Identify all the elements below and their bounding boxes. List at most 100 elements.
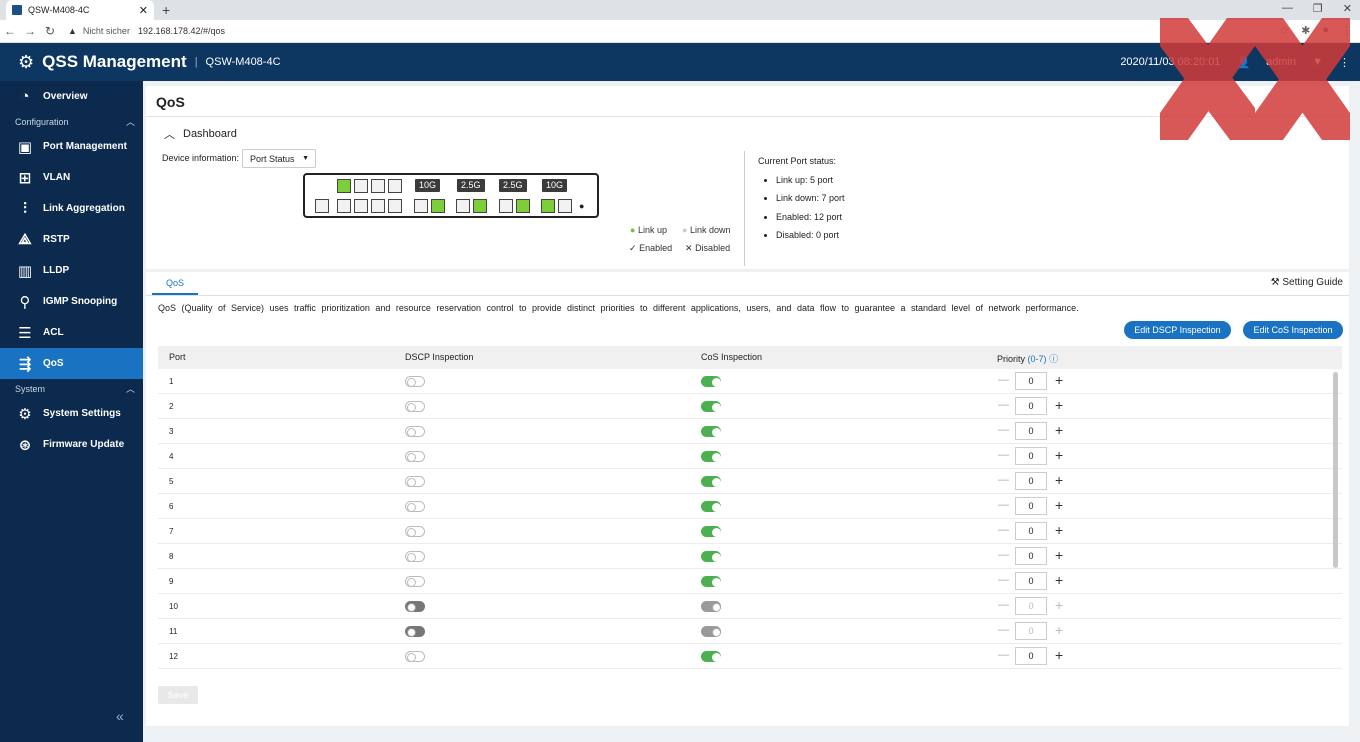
port-icon[interactable]: [388, 199, 402, 213]
edit-dscp-button[interactable]: Edit DSCP Inspection: [1124, 321, 1231, 339]
port-icon[interactable]: [541, 199, 555, 213]
dscp-toggle[interactable]: [405, 426, 425, 437]
cos-toggle[interactable]: [701, 426, 721, 437]
sidebar-item-igmp-snooping[interactable]: ⚲ IGMP Snooping: [0, 286, 143, 317]
port-icon[interactable]: [414, 199, 428, 213]
port-icon[interactable]: [337, 199, 351, 213]
dscp-toggle[interactable]: [405, 476, 425, 487]
reload-icon[interactable]: ↻: [44, 24, 56, 38]
priority-input[interactable]: 0: [1015, 572, 1047, 590]
increment-icon[interactable]: +: [1055, 472, 1064, 488]
back-icon[interactable]: ←: [4, 24, 16, 38]
menu-icon[interactable]: ⋮: [1341, 25, 1352, 37]
cos-toggle[interactable]: [701, 551, 721, 562]
info-icon[interactable]: ⓘ: [1049, 354, 1059, 364]
port-icon[interactable]: [473, 199, 487, 213]
edit-cos-button[interactable]: Edit CoS Inspection: [1243, 321, 1343, 339]
collapse-sidebar-icon[interactable]: «: [116, 708, 124, 724]
forward-icon[interactable]: →: [24, 24, 36, 38]
increment-icon[interactable]: +: [1055, 647, 1064, 663]
priority-input[interactable]: 0: [1015, 447, 1047, 465]
port-icon[interactable]: [337, 179, 351, 193]
priority-input[interactable]: 0: [1015, 472, 1047, 490]
extension-icon[interactable]: ✱: [1301, 25, 1311, 37]
sidebar-group-system[interactable]: System ︿: [0, 379, 143, 398]
sidebar-item-qos[interactable]: ⇶ QoS: [0, 348, 143, 379]
window-close-icon[interactable]: ✕: [1342, 3, 1352, 15]
priority-input[interactable]: 0: [1015, 397, 1047, 415]
increment-icon[interactable]: +: [1055, 497, 1064, 513]
increment-icon[interactable]: +: [1055, 422, 1064, 438]
priority-input[interactable]: 0: [1015, 422, 1047, 440]
priority-input[interactable]: 0: [1015, 647, 1047, 665]
decrement-icon[interactable]: —: [998, 474, 1009, 486]
dscp-toggle[interactable]: [405, 376, 425, 387]
sidebar-item-vlan[interactable]: ⊞ VLAN: [0, 162, 143, 193]
priority-input[interactable]: 0: [1015, 372, 1047, 390]
sidebar-item-acl[interactable]: ☰ ACL: [0, 317, 143, 348]
sidebar-item-firmware-update[interactable]: ⊛ Firmware Update: [0, 429, 143, 460]
username[interactable]: admin: [1266, 56, 1297, 68]
cos-toggle[interactable]: [701, 376, 721, 387]
cos-toggle[interactable]: [701, 651, 721, 662]
cos-toggle[interactable]: [701, 476, 721, 487]
decrement-icon[interactable]: —: [998, 649, 1009, 661]
user-dropdown-icon[interactable]: ▼: [1312, 56, 1323, 68]
new-tab-icon[interactable]: +: [162, 2, 171, 18]
decrement-icon[interactable]: —: [998, 449, 1009, 461]
decrement-icon[interactable]: —: [998, 374, 1009, 386]
dscp-toggle[interactable]: [405, 576, 425, 587]
sidebar-item-lldp[interactable]: ▥ LLDP: [0, 255, 143, 286]
decrement-icon[interactable]: —: [998, 549, 1009, 561]
port-icon[interactable]: [371, 199, 385, 213]
increment-icon[interactable]: +: [1055, 397, 1064, 413]
port-icon[interactable]: [516, 199, 530, 213]
port-icon[interactable]: [558, 199, 572, 213]
dashboard-toggle[interactable]: ︿ Dashboard: [164, 126, 237, 142]
port-icon[interactable]: [315, 199, 329, 213]
star-icon[interactable]: ☆: [1279, 25, 1290, 37]
maximize-icon[interactable]: ❐: [1312, 3, 1323, 15]
dscp-toggle[interactable]: [405, 501, 425, 512]
dscp-toggle[interactable]: [405, 526, 425, 537]
dscp-toggle[interactable]: [405, 451, 425, 462]
increment-icon[interactable]: +: [1055, 372, 1064, 388]
cos-toggle[interactable]: [701, 401, 721, 412]
sidebar-item-system-settings[interactable]: ⚙ System Settings: [0, 398, 143, 429]
increment-icon[interactable]: +: [1055, 547, 1064, 563]
save-button[interactable]: Save: [158, 686, 198, 704]
decrement-icon[interactable]: —: [998, 499, 1009, 511]
browser-tab[interactable]: QSW-M408-4C ✕: [6, 0, 154, 20]
priority-input[interactable]: 0: [1015, 522, 1047, 540]
increment-icon[interactable]: +: [1055, 447, 1064, 463]
dscp-toggle[interactable]: [405, 651, 425, 662]
minimize-icon[interactable]: —: [1281, 2, 1293, 14]
decrement-icon[interactable]: —: [998, 574, 1009, 586]
sidebar-item-rstp[interactable]: ⟁ RSTP: [0, 224, 143, 255]
decrement-icon[interactable]: —: [998, 399, 1009, 411]
port-icon[interactable]: [354, 199, 368, 213]
profile-icon[interactable]: ●: [1322, 24, 1329, 36]
dscp-toggle[interactable]: [405, 401, 425, 412]
device-info-select[interactable]: Port Status ▼: [242, 149, 316, 168]
cos-toggle[interactable]: [701, 451, 721, 462]
priority-input[interactable]: 0: [1015, 497, 1047, 515]
cos-toggle[interactable]: [701, 526, 721, 537]
setting-guide-link[interactable]: ⚒ Setting Guide: [1271, 277, 1343, 288]
cos-toggle[interactable]: [701, 576, 721, 587]
port-icon[interactable]: [388, 179, 402, 193]
port-icon[interactable]: [456, 199, 470, 213]
cos-toggle[interactable]: [701, 501, 721, 512]
user-icon[interactable]: 👤: [1236, 56, 1251, 69]
sidebar-group-configuration[interactable]: Configuration ︿: [0, 112, 143, 131]
increment-icon[interactable]: +: [1055, 572, 1064, 588]
url-field[interactable]: ▲ Nicht sicher 192.168.178.42/#/qos: [68, 26, 225, 36]
sidebar-item-link-aggregation[interactable]: ⫶ Link Aggregation: [0, 193, 143, 224]
priority-input[interactable]: 0: [1015, 547, 1047, 565]
scrollbar[interactable]: [1333, 372, 1338, 568]
sidebar-item-port-management[interactable]: ▣ Port Management: [0, 131, 143, 162]
decrement-icon[interactable]: —: [998, 524, 1009, 536]
port-icon[interactable]: [354, 179, 368, 193]
tab-qos[interactable]: QoS: [152, 273, 198, 295]
increment-icon[interactable]: +: [1055, 522, 1064, 538]
